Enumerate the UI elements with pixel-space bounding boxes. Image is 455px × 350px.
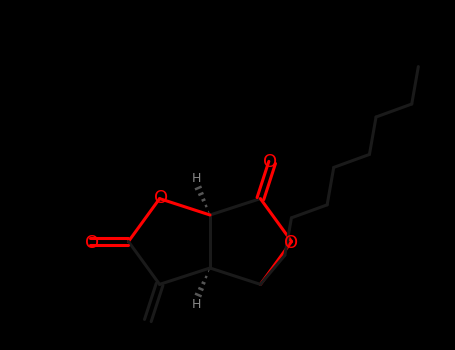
Text: O: O — [284, 234, 298, 252]
Text: O: O — [86, 234, 100, 252]
Text: O: O — [153, 189, 167, 206]
Text: H: H — [191, 299, 201, 312]
Text: H: H — [191, 173, 201, 186]
Text: O: O — [263, 154, 277, 172]
